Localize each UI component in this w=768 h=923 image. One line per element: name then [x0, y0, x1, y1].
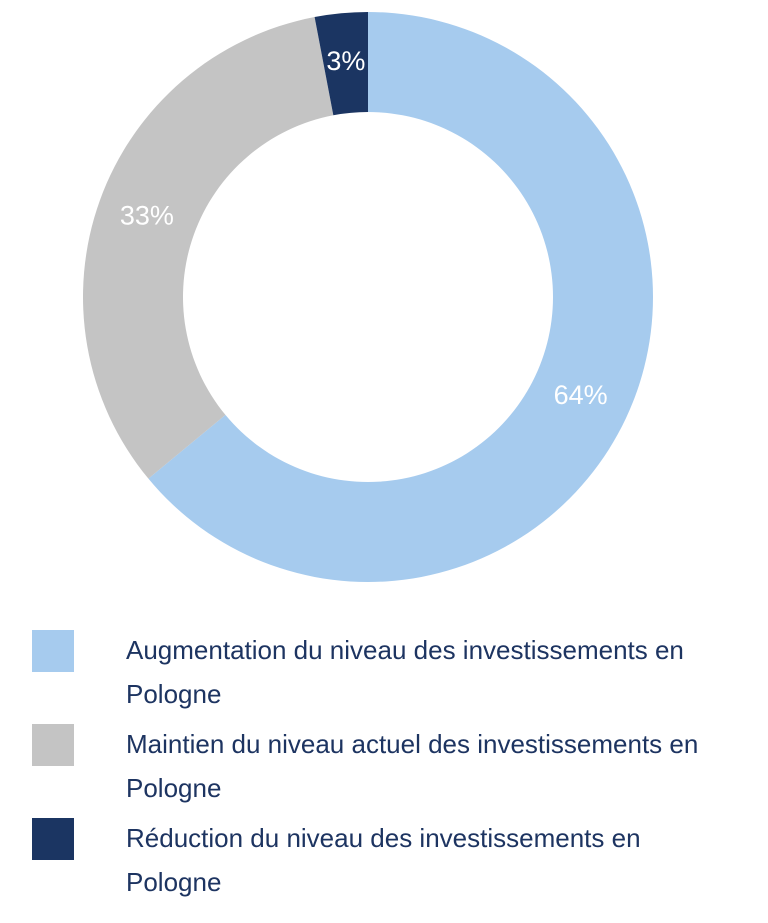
- legend-item: Maintien du niveau actuel des investisse…: [32, 724, 726, 810]
- legend-swatch: [32, 724, 74, 766]
- legend-label: Maintien du niveau actuel des investisse…: [126, 729, 699, 803]
- legend-swatch: [32, 818, 74, 860]
- chart: 64% 33% 3%: [82, 12, 653, 583]
- legend-label: Augmentation du niveau des investissemen…: [126, 635, 684, 709]
- legend: Augmentation du niveau des investissemen…: [32, 630, 726, 912]
- slice-label: 3%: [326, 46, 365, 76]
- slice-label: 64%: [554, 380, 608, 410]
- legend-label: Réduction du niveau des investissements …: [126, 823, 641, 897]
- legend-item: Augmentation du niveau des investissemen…: [32, 630, 726, 716]
- slice-label: 33%: [120, 201, 174, 231]
- donut-slice: [314, 12, 368, 116]
- donut-slice: [82, 17, 334, 479]
- legend-swatch: [32, 630, 74, 672]
- donut-slice: [148, 12, 653, 583]
- legend-item: Réduction du niveau des investissements …: [32, 818, 726, 904]
